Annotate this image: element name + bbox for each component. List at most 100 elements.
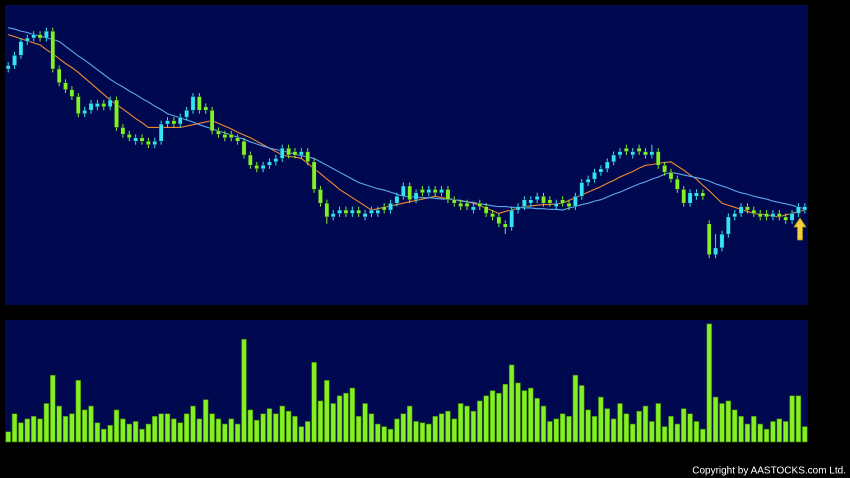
volume-bar <box>572 374 579 443</box>
copyright: Copyright by AASTOCKS.com Ltd. <box>692 466 846 477</box>
candle-body <box>738 206 744 214</box>
volume-bar <box>317 400 324 443</box>
volume-bar <box>171 418 177 443</box>
candle-body <box>471 206 476 211</box>
candle-body <box>509 209 514 228</box>
volume-bar <box>381 426 387 443</box>
volume-bar <box>324 380 330 443</box>
candle-body <box>560 199 565 204</box>
candle-body <box>732 213 738 218</box>
candle-body <box>796 206 801 214</box>
candle-body <box>330 213 336 218</box>
volume-bar <box>515 382 521 443</box>
candle-body <box>757 213 763 218</box>
volume-bar <box>11 413 18 443</box>
volume-bar <box>400 413 407 443</box>
volume-bar <box>508 364 515 443</box>
volume-bar <box>50 374 56 443</box>
candle-body <box>343 209 349 214</box>
volume-bar <box>706 323 712 443</box>
volume-bar <box>432 416 438 443</box>
volume-bar <box>521 390 528 443</box>
volume-bar <box>266 408 273 443</box>
volume-bar <box>731 409 738 443</box>
candle-body <box>216 130 221 135</box>
candle-body <box>598 168 604 173</box>
candle-body <box>350 209 355 214</box>
volume-bar <box>534 398 540 443</box>
volume-bar <box>107 425 113 443</box>
candle-body <box>388 202 393 211</box>
volume-bar <box>413 421 419 443</box>
volume-bar <box>254 419 260 443</box>
candle-body <box>37 34 43 39</box>
volume-bar <box>126 423 132 443</box>
candle-body <box>158 123 164 142</box>
volume-bar <box>75 380 82 443</box>
candle-body <box>624 147 629 152</box>
candle-body <box>751 209 757 214</box>
candle-body <box>235 137 240 142</box>
volume-bar <box>610 418 617 443</box>
candle-body <box>439 189 444 194</box>
candle-body <box>643 151 648 156</box>
candle-body <box>165 120 170 125</box>
volume-bar <box>177 422 183 443</box>
candle-body <box>566 202 572 207</box>
candle-body <box>101 103 107 108</box>
volume-bar <box>763 428 770 443</box>
volume-bar <box>464 405 470 443</box>
volume-bar <box>617 403 623 443</box>
volume-bar <box>343 392 349 443</box>
volume-bar <box>700 428 706 443</box>
candle-body <box>496 216 502 225</box>
candle-body <box>369 209 374 214</box>
candle-body <box>260 165 266 169</box>
volume-bar <box>56 405 62 443</box>
volume-bar <box>451 418 458 443</box>
candle-body <box>649 151 655 156</box>
candle-body <box>88 103 94 111</box>
candle-body <box>318 189 323 204</box>
candle-body <box>770 213 776 218</box>
volume-bar <box>566 416 572 443</box>
volume-bar <box>37 418 43 443</box>
candle-body <box>12 55 17 66</box>
candle-body <box>75 96 81 114</box>
volume-bar <box>636 410 642 443</box>
volume-bar <box>330 403 336 443</box>
candle-body <box>184 110 189 118</box>
candle-body <box>394 196 400 204</box>
candle-body <box>407 185 412 200</box>
candle-body <box>541 196 546 204</box>
candle-body <box>420 189 425 194</box>
volume-bar <box>553 418 559 443</box>
volume-bar <box>69 413 75 443</box>
volume-bar <box>279 405 285 443</box>
marks-layer <box>5 27 808 443</box>
candle-body <box>299 151 304 156</box>
volume-bar <box>693 421 700 443</box>
candle-body <box>248 154 253 166</box>
volume-bar <box>394 418 400 443</box>
volume-bar <box>113 409 120 443</box>
volume-panel <box>5 320 808 442</box>
candle-body <box>114 99 119 128</box>
candle-body <box>553 202 559 207</box>
candle-body <box>636 147 642 152</box>
volume-bar <box>298 426 305 443</box>
candle-body <box>458 202 463 207</box>
candle-body <box>451 199 457 204</box>
candle-body <box>50 30 56 70</box>
candle-body <box>279 147 285 159</box>
candle-body <box>789 213 795 221</box>
candle-body <box>764 213 769 218</box>
candle-body <box>305 151 311 163</box>
candle-body <box>107 99 113 108</box>
volume-bar <box>502 383 509 443</box>
candle-body <box>273 158 279 163</box>
candle-body <box>777 213 782 218</box>
candle-body <box>254 165 260 169</box>
candle-body <box>190 96 196 111</box>
volume-bar <box>368 413 375 443</box>
